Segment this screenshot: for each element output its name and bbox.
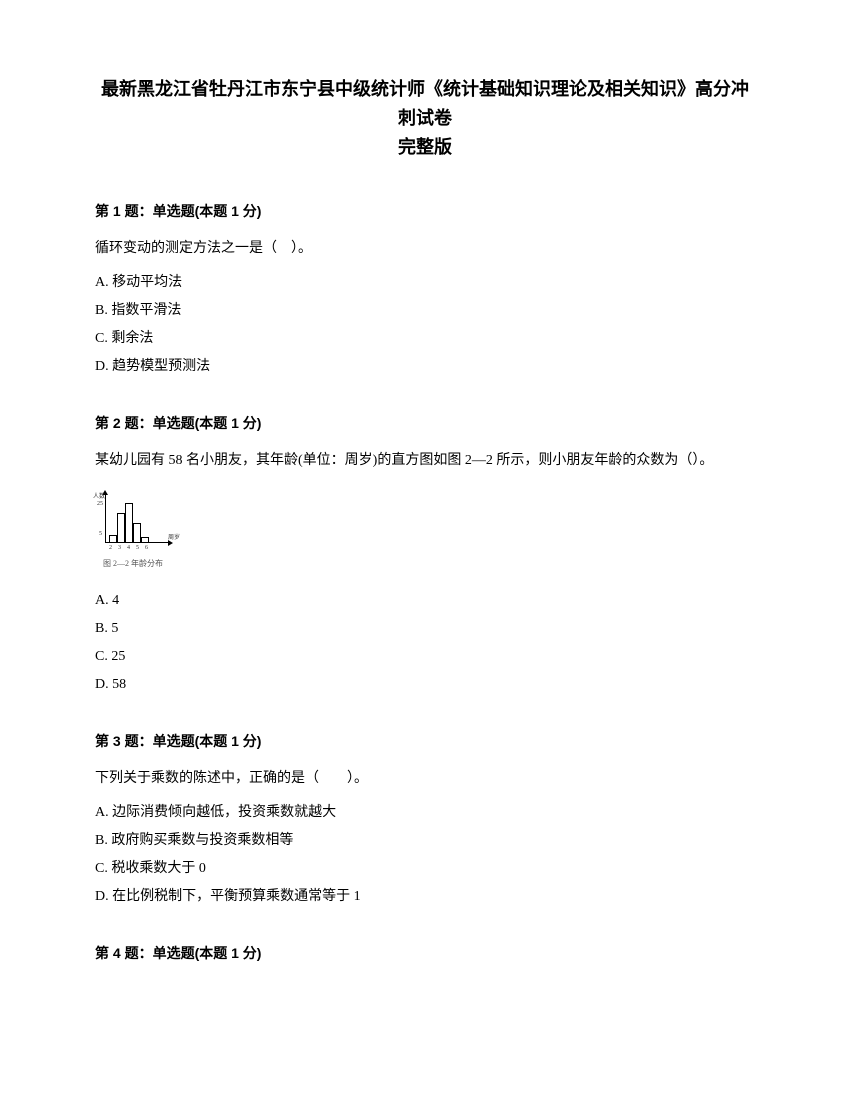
q2-option-d: D. 58 (95, 671, 755, 699)
histogram-chart: 人数 25 5 2 3 4 5 6 周岁 (95, 493, 175, 553)
x-tick-5: 5 (136, 545, 139, 551)
q2-option-b: B. 5 (95, 615, 755, 643)
q1-header: 第 1 题：单选题(本题 1 分) (95, 201, 755, 221)
histogram-bar-4 (141, 537, 149, 543)
title-line1: 最新黑龙江省牡丹江市东宁县中级统计师《统计基础知识理论及相关知识》高分冲刺试卷 (95, 75, 755, 133)
histogram-figure: 人数 25 5 2 3 4 5 6 周岁 图 2—2 年龄分布 (95, 493, 755, 569)
histogram-caption: 图 2—2 年龄分布 (103, 558, 755, 569)
q1-option-c: C. 剩余法 (95, 325, 755, 353)
q1-option-d: D. 趋势模型预测法 (95, 353, 755, 381)
x-tick-3: 3 (118, 545, 121, 551)
q3-option-d: D. 在比例税制下，平衡预算乘数通常等于 1 (95, 883, 755, 911)
q1-option-a: A. 移动平均法 (95, 269, 755, 297)
question-3: 第 3 题：单选题(本题 1 分) 下列关于乘数的陈述中，正确的是（ ）。 A.… (95, 731, 755, 911)
x-tick-4: 4 (127, 545, 130, 551)
histogram-bar-2 (125, 503, 133, 543)
x-tick-2: 2 (109, 545, 112, 551)
q4-header: 第 4 题：单选题(本题 1 分) (95, 943, 755, 963)
y-tick-25: 25 (97, 501, 103, 507)
q2-option-c: C. 25 (95, 643, 755, 671)
histogram-bar-3 (133, 523, 141, 543)
q2-header: 第 2 题：单选题(本题 1 分) (95, 413, 755, 433)
question-1: 第 1 题：单选题(本题 1 分) 循环变动的测定方法之一是（ ）。 A. 移动… (95, 201, 755, 381)
question-2: 第 2 题：单选题(本题 1 分) 某幼儿园有 58 名小朋友，其年龄(单位：周… (95, 413, 755, 699)
histogram-bar-0 (109, 535, 117, 543)
x-tick-6: 6 (145, 545, 148, 551)
q2-text: 某幼儿园有 58 名小朋友，其年龄(单位：周岁)的直方图如图 2—2 所示，则小… (95, 447, 755, 475)
q3-option-c: C. 税收乘数大于 0 (95, 855, 755, 883)
question-4: 第 4 题：单选题(本题 1 分) (95, 943, 755, 963)
y-axis (105, 493, 106, 543)
q2-option-a: A. 4 (95, 587, 755, 615)
q3-header: 第 3 题：单选题(本题 1 分) (95, 731, 755, 751)
q3-option-b: B. 政府购买乘数与投资乘数相等 (95, 827, 755, 855)
exam-title: 最新黑龙江省牡丹江市东宁县中级统计师《统计基础知识理论及相关知识》高分冲刺试卷 … (95, 75, 755, 161)
title-line2: 完整版 (95, 133, 755, 162)
q3-text: 下列关于乘数的陈述中，正确的是（ ）。 (95, 765, 755, 793)
y-tick-5: 5 (99, 531, 102, 537)
x-axis-label: 周岁 (168, 532, 180, 541)
histogram-bar-1 (117, 513, 125, 543)
q3-option-a: A. 边际消费倾向越低，投资乘数就越大 (95, 799, 755, 827)
y-axis-label: 人数 (93, 491, 105, 500)
q1-option-b: B. 指数平滑法 (95, 297, 755, 325)
q1-text: 循环变动的测定方法之一是（ ）。 (95, 235, 755, 263)
